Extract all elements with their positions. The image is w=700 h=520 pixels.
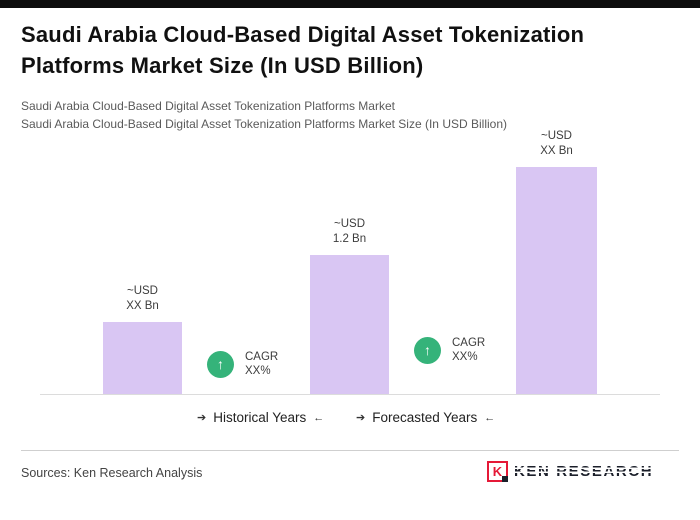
- cagr-badge-forecast: ↑ CAGR XX%: [414, 336, 485, 365]
- bar: [103, 322, 182, 395]
- cagr-badge-historical: ↑ CAGR XX%: [207, 350, 278, 379]
- left-arrow-icon: ←: [484, 411, 496, 424]
- bar-column-current: ~USD 1.2 Bn: [310, 217, 389, 395]
- page-title: Saudi Arabia Cloud-Based Digital Asset T…: [21, 22, 585, 79]
- left-arrow-icon: ←: [313, 411, 325, 424]
- period-label-forecasted: ➔ Forecasted Years ←: [356, 410, 495, 425]
- logo-k-mark: K: [487, 461, 508, 482]
- cagr-label: CAGR XX%: [245, 350, 278, 379]
- right-arrow-icon: ➔: [356, 412, 366, 424]
- period-label-text: Historical Years: [213, 410, 307, 425]
- growth-up-arrow-icon: ↑: [414, 336, 441, 364]
- bar-value-label: ~USD XX Bn: [126, 284, 159, 313]
- bar-value-label: ~USD XX Bn: [540, 129, 573, 158]
- period-label-historical: ➔ Historical Years ←: [197, 410, 324, 425]
- bar-label-line-1: ~USD: [540, 130, 572, 143]
- period-label-text: Forecasted Years: [372, 410, 478, 425]
- subtitle-line-2: Saudi Arabia Cloud-Based Digital Asset T…: [21, 117, 507, 131]
- top-bar: [0, 0, 700, 8]
- right-arrow-icon: ➔: [197, 412, 207, 424]
- bar-label-line-1: ~USD: [126, 285, 158, 298]
- cagr-label-line-1: CAGR: [452, 337, 486, 349]
- cagr-label-line-2: XX%: [452, 351, 478, 364]
- sources-text: Sources: Ken Research Analysis: [21, 466, 203, 480]
- bar-column-historical-start: ~USD XX Bn: [103, 284, 182, 395]
- bar: [310, 255, 389, 395]
- bar: [516, 167, 597, 395]
- cagr-label-line-1: CAGR: [245, 351, 279, 363]
- bar-label-line-2: XX Bn: [126, 299, 159, 312]
- bar-column-forecast-end: ~USD XX Bn: [516, 129, 597, 395]
- bar-label-line-2: 1.2 Bn: [332, 232, 367, 245]
- x-axis-baseline: [40, 394, 660, 395]
- logo-text-wrap: KEN RESEARCH: [514, 463, 654, 480]
- subtitle-line-1: Saudi Arabia Cloud-Based Digital Asset T…: [21, 99, 395, 113]
- ken-research-logo: K KEN RESEARCH: [487, 461, 654, 482]
- bar-value-label: ~USD 1.2 Bn: [333, 217, 366, 246]
- footer-divider: [21, 450, 679, 451]
- growth-up-arrow-icon: ↑: [207, 350, 234, 378]
- logo-text: KEN RESEARCH: [514, 463, 654, 480]
- bar-label-line-1: ~USD: [334, 218, 365, 231]
- cagr-label-line-2: XX%: [245, 365, 271, 378]
- cagr-label: CAGR XX%: [452, 336, 485, 365]
- bar-label-line-2: XX Bn: [540, 144, 573, 157]
